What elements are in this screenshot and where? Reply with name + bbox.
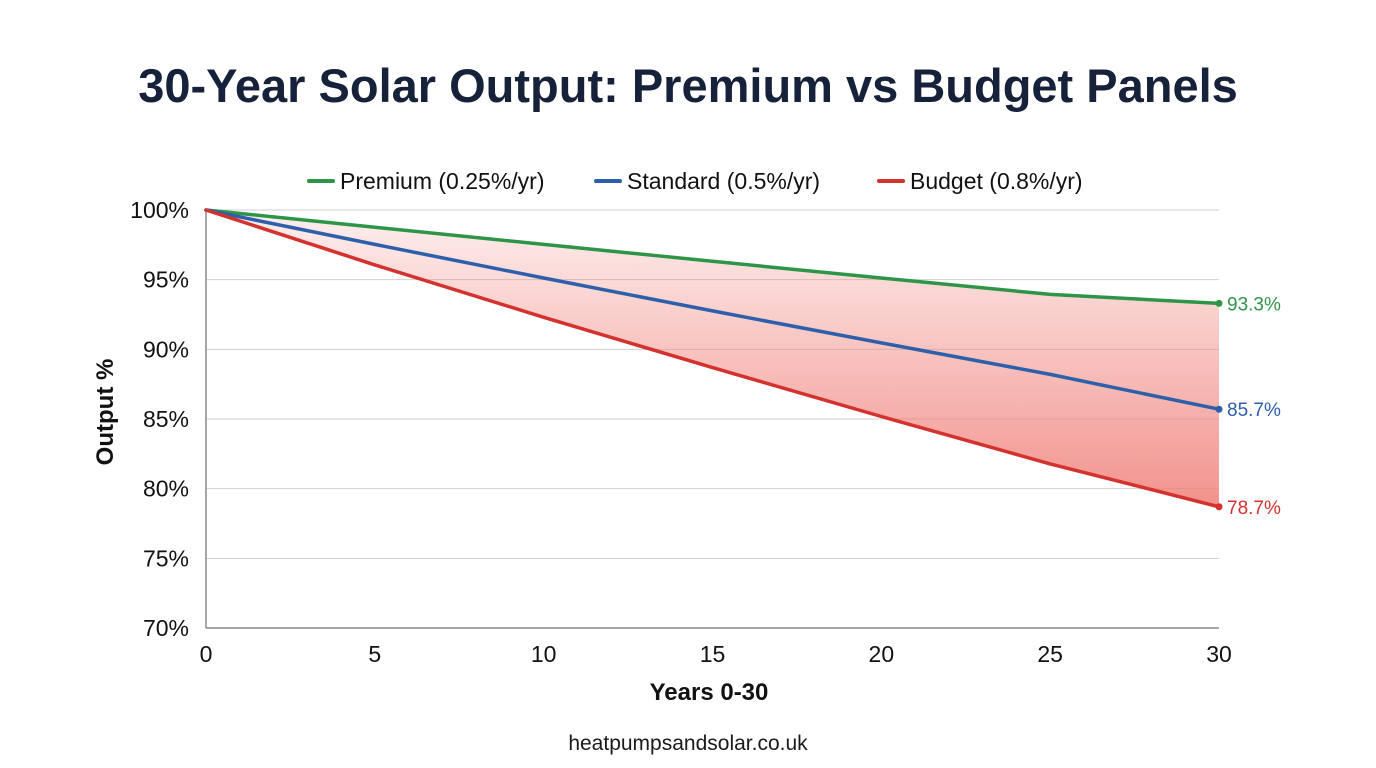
y-tick-label: 70% bbox=[143, 615, 189, 641]
axes bbox=[205, 210, 1219, 629]
y-tick-label: 75% bbox=[143, 545, 189, 571]
data-label-premium: 93.3% bbox=[1227, 294, 1281, 315]
series-lines: 93.3% 85.7% 78.7% bbox=[204, 208, 1281, 519]
end-marker-budget bbox=[1215, 503, 1223, 511]
y-axis-title: Output % bbox=[92, 359, 119, 466]
y-tick-label: 100% bbox=[130, 197, 189, 223]
x-tick-label: 15 bbox=[700, 641, 726, 667]
source-footer: heatpumpsandsolar.co.uk bbox=[568, 732, 808, 755]
legend-label-premium: Premium (0.25%/yr) bbox=[340, 168, 544, 194]
x-tick-label: 10 bbox=[531, 641, 557, 667]
series-line-budget bbox=[204, 208, 1221, 509]
x-tick-label: 5 bbox=[368, 641, 381, 667]
x-tick-label: 25 bbox=[1037, 641, 1063, 667]
shaded-area bbox=[206, 210, 1219, 507]
tick-labels: 100% 95% 90% 85% 80% 75% 70% 0 5 10 15 20 25 30 bbox=[130, 197, 1232, 667]
y-tick-label: 90% bbox=[143, 336, 189, 362]
legend-label-standard: Standard (0.5%/yr) bbox=[627, 168, 820, 194]
y-tick-label: 95% bbox=[143, 267, 189, 293]
chart-title: 30-Year Solar Output: Premium vs Budget … bbox=[138, 59, 1238, 112]
series-line-premium bbox=[204, 208, 1221, 306]
legend: Premium (0.25%/yr) Standard (0.5%/yr) Budg… bbox=[307, 168, 1083, 194]
x-tick-label: 20 bbox=[869, 641, 895, 667]
y-tick-label: 80% bbox=[143, 476, 189, 502]
data-label-budget: 78.7% bbox=[1227, 498, 1281, 519]
x-tick-label: 0 bbox=[200, 641, 213, 667]
end-marker-premium bbox=[1215, 299, 1223, 307]
data-label-standard: 85.7% bbox=[1227, 400, 1281, 421]
end-marker-standard bbox=[1215, 405, 1223, 413]
y-tick-label: 85% bbox=[143, 406, 189, 432]
x-tick-label: 30 bbox=[1206, 641, 1232, 667]
x-axis-title: Years 0-30 bbox=[650, 679, 769, 706]
series-line-standard bbox=[204, 208, 1221, 411]
legend-label-budget: Budget (0.8%/yr) bbox=[910, 168, 1083, 194]
shaded-gap-area bbox=[206, 210, 1219, 507]
